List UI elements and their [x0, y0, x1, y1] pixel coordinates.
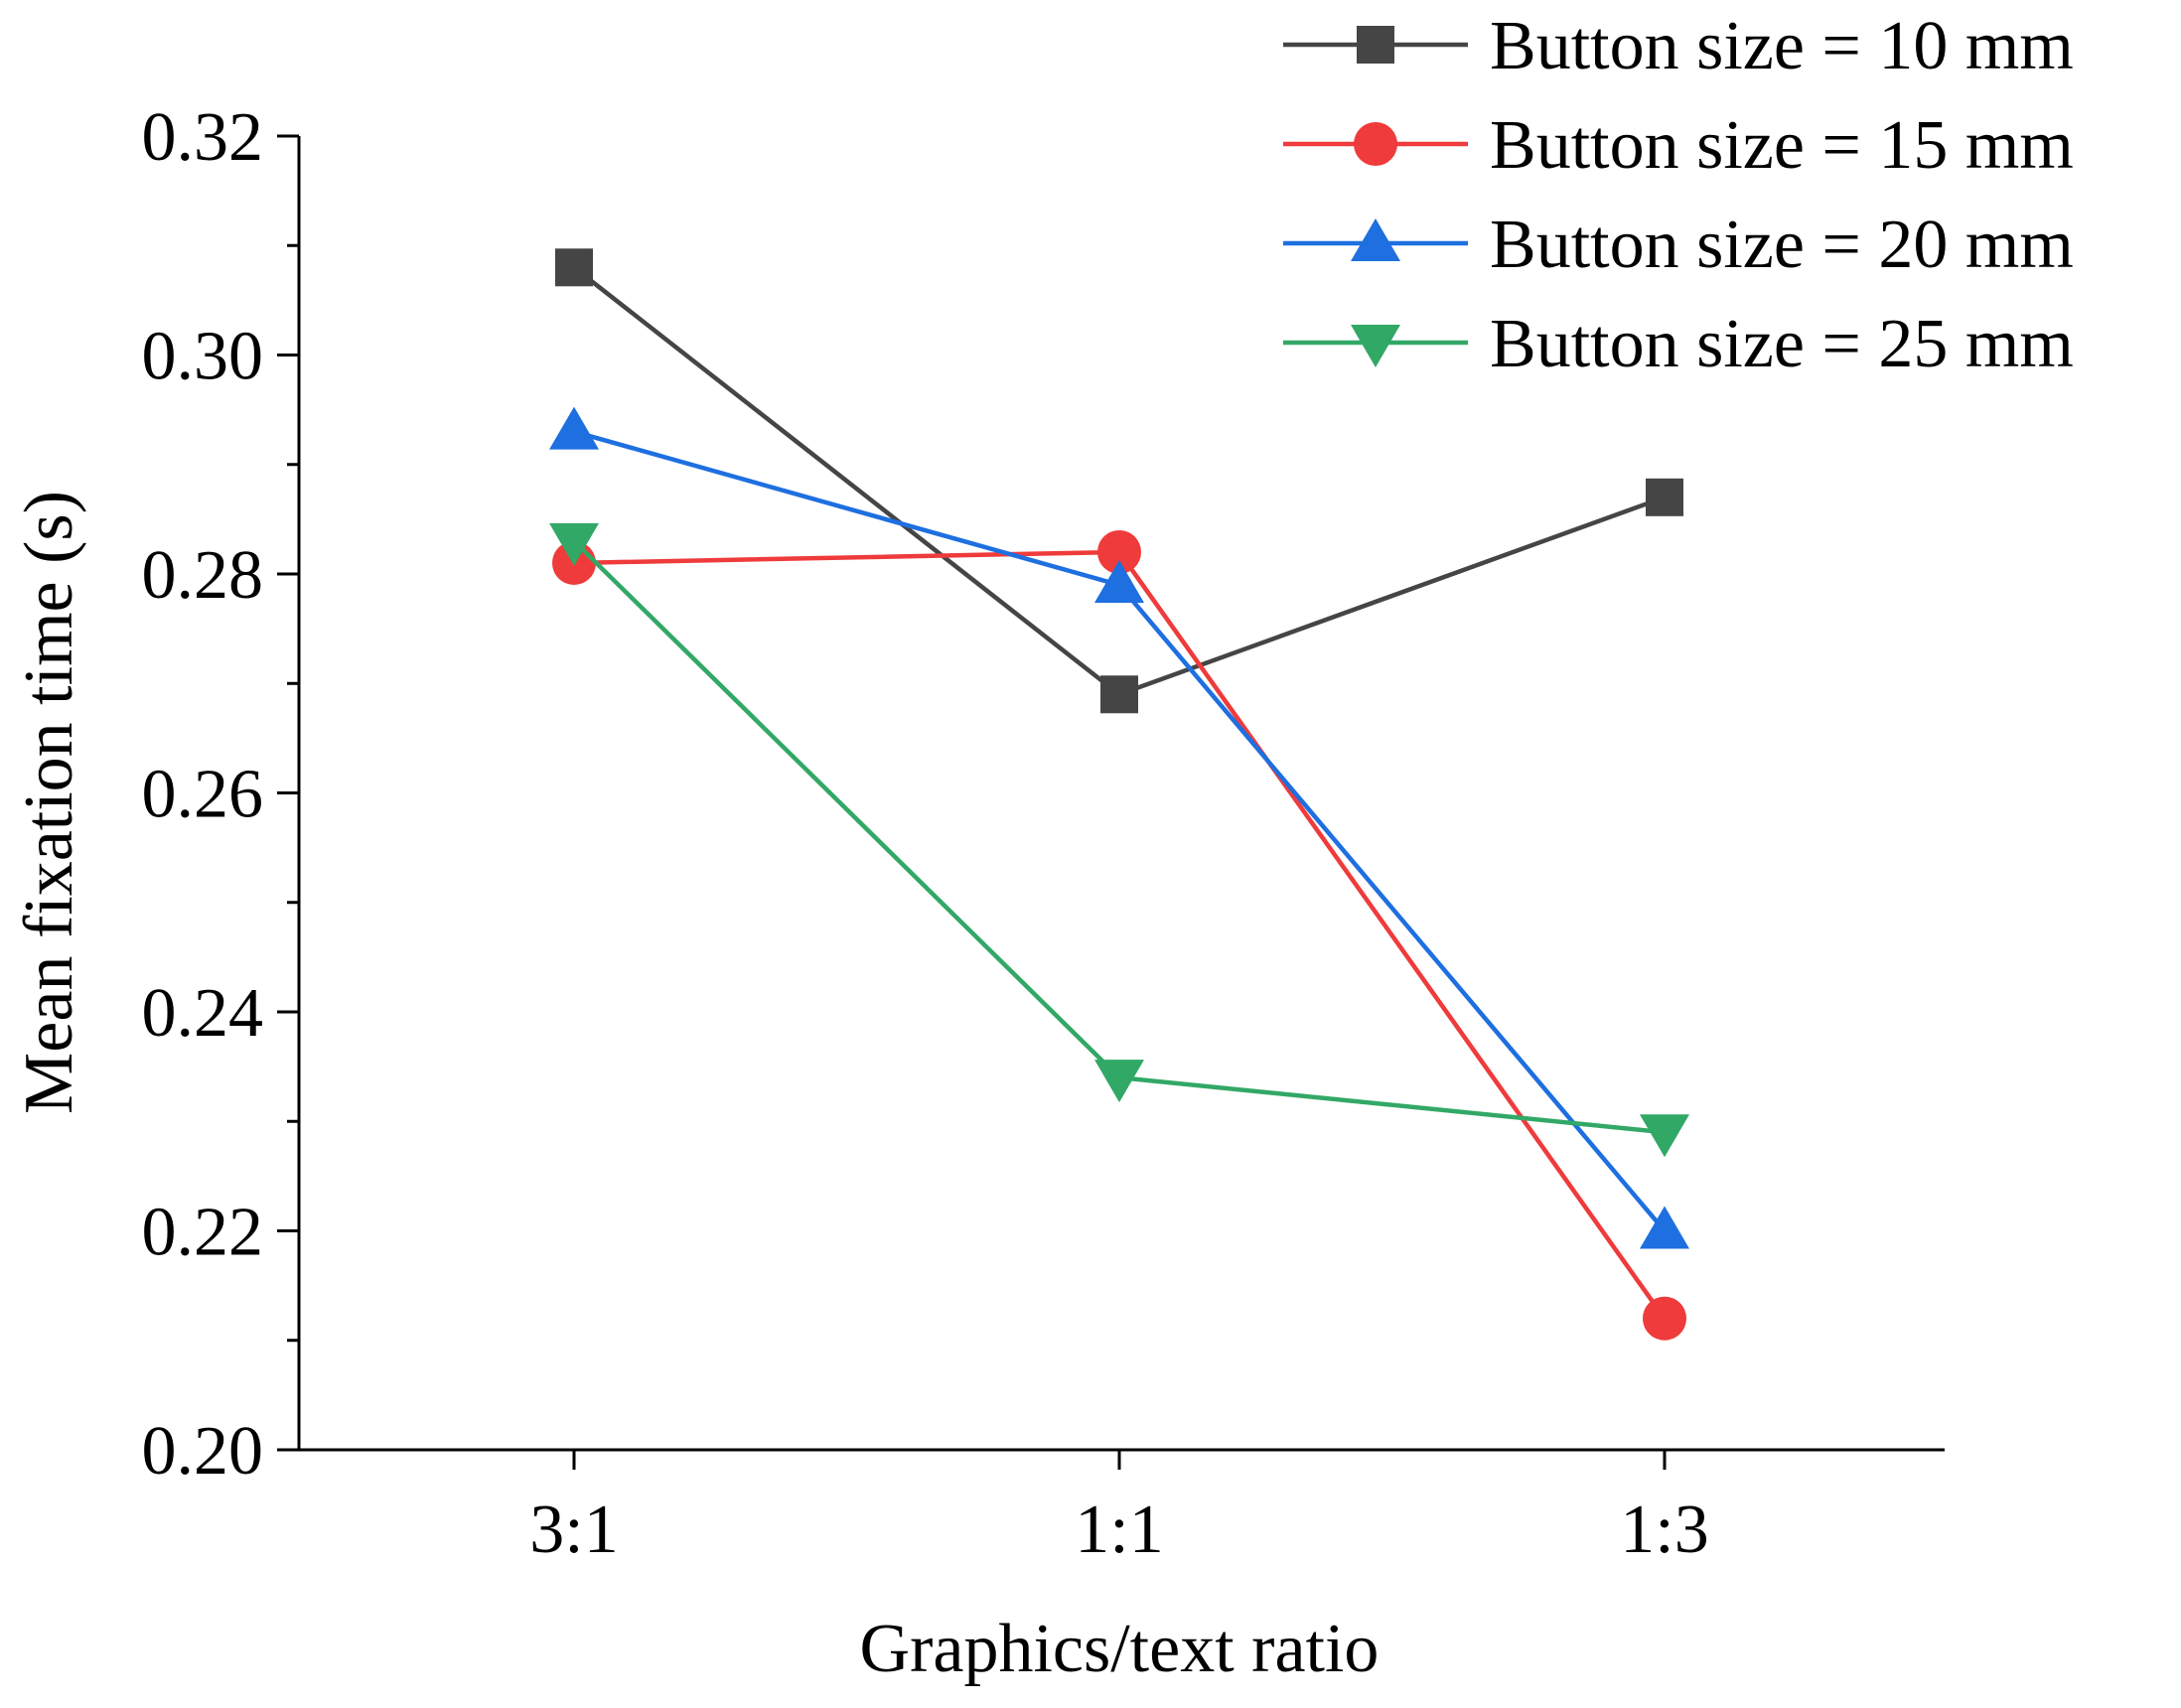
x-tick-label: 1:3	[1620, 1492, 1708, 1568]
y-tick-label: 0.20	[142, 1413, 264, 1490]
legend-entry: Button size = 15 mm	[1283, 107, 2074, 184]
data-point	[1094, 560, 1144, 604]
data-point	[549, 522, 599, 566]
legend-label: Button size = 20 mm	[1490, 207, 2074, 283]
x-tick-label: 1:1	[1075, 1492, 1163, 1568]
data-point	[1097, 529, 1141, 574]
legend-marker	[1357, 26, 1394, 64]
x-axis-title: Graphics/text ratio	[860, 1611, 1380, 1687]
legend-entry: Button size = 10 mm	[1283, 8, 2074, 84]
y-tick-label: 0.22	[142, 1195, 264, 1271]
legend-marker	[1351, 218, 1400, 261]
legend-label: Button size = 25 mm	[1490, 306, 2074, 382]
legend: Button size = 10 mm Button size = 15 mm Bu…	[1283, 8, 2074, 382]
legend-label: Button size = 10 mm	[1490, 8, 2074, 84]
series-line	[572, 539, 1666, 1135]
series-2	[552, 529, 1686, 1341]
y-tick-label: 0.32	[142, 99, 264, 176]
data-point	[1640, 1206, 1689, 1249]
legend-marker	[1354, 122, 1397, 166]
y-axis-title: Mean fixation time (s)	[11, 491, 87, 1114]
series-4	[549, 522, 1689, 1158]
legend-entry: Button size = 25 mm	[1283, 306, 2074, 382]
data-point	[555, 248, 593, 287]
y-tick-label: 0.30	[142, 319, 264, 395]
data-point	[1643, 1296, 1686, 1341]
series-group	[549, 248, 1689, 1341]
data-point	[549, 406, 599, 450]
axes: 0.20 0.22 0.24 0.26 0.28 0.30 0.32 3:1 1:1 1:3	[142, 99, 1945, 1568]
x-tick-label: 3:1	[529, 1492, 618, 1568]
legend-marker	[1351, 325, 1400, 367]
series-1	[555, 248, 1683, 714]
y-tick-label: 0.28	[142, 537, 264, 614]
legend-label: Button size = 15 mm	[1490, 107, 2074, 184]
data-point	[1094, 1060, 1144, 1103]
data-point	[1100, 675, 1138, 714]
legend-entry: Button size = 20 mm	[1283, 207, 2074, 283]
y-tick-label: 0.26	[142, 757, 264, 833]
series-3	[549, 406, 1689, 1249]
data-point	[1640, 1114, 1689, 1158]
y-tick-label: 0.24	[142, 975, 264, 1052]
data-point	[1646, 478, 1683, 516]
series-line	[573, 549, 1667, 1321]
